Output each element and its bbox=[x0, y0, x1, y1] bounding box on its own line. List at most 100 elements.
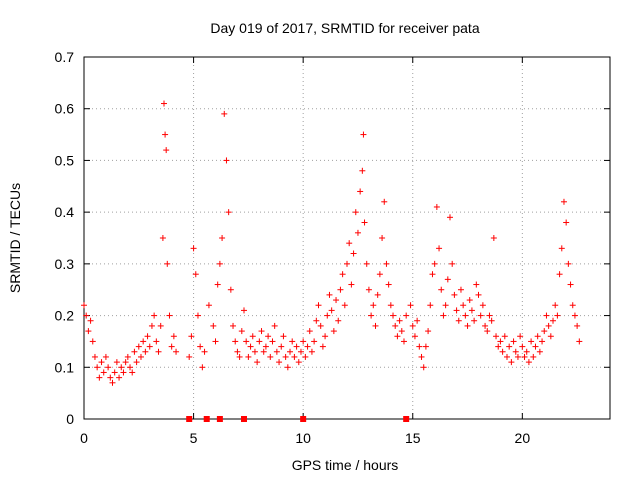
data-point bbox=[306, 328, 313, 335]
data-point bbox=[479, 302, 486, 309]
data-point bbox=[282, 353, 289, 360]
data-point bbox=[127, 364, 134, 371]
data-point bbox=[197, 343, 204, 350]
data-point bbox=[155, 348, 162, 355]
data-point bbox=[276, 359, 283, 366]
data-point bbox=[433, 203, 440, 210]
data-point bbox=[87, 317, 94, 324]
data-point bbox=[512, 348, 519, 355]
data-point bbox=[91, 353, 98, 360]
data-point bbox=[148, 322, 155, 329]
data-point bbox=[260, 348, 267, 355]
y-tick-label: 0.5 bbox=[55, 152, 75, 168]
data-point bbox=[427, 302, 434, 309]
data-point bbox=[394, 333, 401, 340]
data-point bbox=[256, 338, 263, 345]
data-point bbox=[499, 348, 506, 355]
data-point bbox=[442, 302, 449, 309]
zero-marker bbox=[186, 416, 193, 422]
data-point bbox=[269, 338, 276, 345]
data-point bbox=[230, 322, 237, 329]
data-point bbox=[254, 359, 261, 366]
data-point bbox=[317, 322, 324, 329]
data-point bbox=[162, 131, 169, 138]
data-point bbox=[124, 353, 131, 360]
gap-markers bbox=[186, 416, 410, 422]
data-point bbox=[411, 333, 418, 340]
data-point bbox=[363, 260, 370, 267]
data-point bbox=[569, 302, 576, 309]
data-point bbox=[135, 343, 142, 350]
data-point bbox=[315, 302, 322, 309]
data-point bbox=[379, 235, 386, 241]
data-point bbox=[374, 291, 381, 298]
data-point bbox=[422, 343, 429, 350]
x-axis-label: GPS time / hours bbox=[292, 457, 399, 473]
data-point bbox=[532, 343, 539, 350]
data-point bbox=[341, 302, 348, 309]
data-point bbox=[102, 353, 109, 360]
data-point bbox=[159, 235, 166, 241]
data-point bbox=[376, 271, 383, 278]
grid bbox=[84, 57, 610, 419]
axis-ticks: 0 0.1 0.2 0.3 0.4 0.5 0.6 0.7 0 5 10 15 20 bbox=[55, 49, 610, 446]
data-point bbox=[473, 281, 480, 288]
data-point bbox=[350, 250, 357, 257]
data-point bbox=[453, 307, 460, 314]
data-point bbox=[521, 353, 528, 360]
data-point bbox=[447, 214, 454, 221]
data-point bbox=[262, 343, 269, 350]
data-point bbox=[319, 343, 326, 350]
data-point bbox=[387, 302, 394, 309]
data-point bbox=[390, 312, 397, 319]
data-point bbox=[137, 353, 144, 360]
data-point bbox=[190, 245, 197, 252]
data-point bbox=[168, 343, 175, 350]
data-point bbox=[245, 353, 252, 360]
data-point bbox=[129, 369, 136, 376]
data-point bbox=[116, 374, 123, 381]
data-point bbox=[265, 333, 272, 340]
data-point bbox=[221, 110, 228, 117]
data-point bbox=[506, 343, 513, 350]
data-point bbox=[238, 328, 245, 335]
data-point bbox=[346, 240, 353, 247]
data-point bbox=[225, 209, 232, 216]
data-point bbox=[495, 343, 502, 350]
data-point bbox=[477, 312, 484, 319]
data-point bbox=[153, 338, 160, 345]
data-point bbox=[348, 281, 355, 288]
y-tick-label: 0.6 bbox=[55, 101, 75, 117]
data-point bbox=[418, 353, 425, 360]
data-point bbox=[414, 317, 421, 324]
data-point bbox=[436, 245, 443, 252]
y-axis-label: SRMTID / TECUs bbox=[7, 183, 23, 293]
data-point bbox=[468, 307, 475, 314]
data-point bbox=[534, 333, 541, 340]
data-point bbox=[267, 353, 274, 360]
data-point bbox=[151, 312, 158, 319]
data-point bbox=[560, 198, 567, 205]
data-point bbox=[493, 333, 500, 340]
data-point bbox=[501, 333, 508, 340]
data-point bbox=[243, 338, 250, 345]
data-point bbox=[368, 312, 375, 319]
data-point bbox=[365, 286, 372, 293]
data-point bbox=[381, 198, 388, 205]
data-point bbox=[525, 359, 532, 366]
data-point bbox=[297, 348, 304, 355]
data-point bbox=[523, 348, 530, 355]
data-point bbox=[227, 286, 234, 293]
data-point bbox=[322, 333, 329, 340]
data-point bbox=[558, 245, 565, 252]
data-point bbox=[109, 379, 116, 386]
data-point bbox=[83, 312, 90, 319]
y-tick-label: 0.1 bbox=[55, 359, 75, 375]
data-point bbox=[140, 338, 147, 345]
zero-marker bbox=[240, 416, 247, 422]
data-point bbox=[370, 302, 377, 309]
y-tick-label: 0.2 bbox=[55, 308, 75, 324]
data-point bbox=[81, 302, 87, 309]
data-point bbox=[313, 317, 320, 324]
